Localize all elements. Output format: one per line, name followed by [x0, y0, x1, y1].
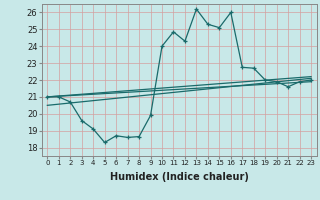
X-axis label: Humidex (Indice chaleur): Humidex (Indice chaleur) [110, 172, 249, 182]
